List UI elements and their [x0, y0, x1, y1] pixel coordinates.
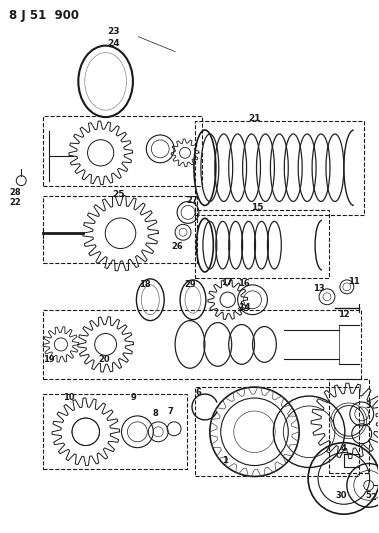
- Text: 12: 12: [338, 310, 350, 319]
- Text: 3: 3: [366, 401, 371, 410]
- Bar: [329, 379, 369, 473]
- Bar: [43, 394, 187, 469]
- Bar: [43, 310, 361, 379]
- Text: 5: 5: [366, 491, 372, 500]
- Text: 11: 11: [348, 277, 360, 286]
- Text: 7: 7: [167, 407, 173, 416]
- Text: 19: 19: [43, 355, 55, 364]
- Text: 24: 24: [107, 39, 120, 48]
- Text: 10: 10: [63, 392, 75, 401]
- Bar: [43, 116, 202, 185]
- Text: 28: 28: [9, 188, 21, 197]
- Text: 14: 14: [238, 303, 251, 312]
- Text: 6: 6: [195, 387, 201, 397]
- Text: 26: 26: [171, 241, 183, 251]
- Text: 9: 9: [130, 392, 136, 401]
- Bar: [195, 211, 329, 278]
- Text: 16: 16: [238, 279, 249, 288]
- Text: 21: 21: [248, 114, 261, 123]
- Text: 25: 25: [112, 190, 125, 199]
- Text: 18: 18: [139, 280, 151, 289]
- Text: 20: 20: [99, 355, 110, 364]
- Text: 15: 15: [251, 203, 264, 212]
- Text: 17: 17: [221, 278, 233, 287]
- Text: 23: 23: [107, 27, 120, 36]
- Text: 22: 22: [9, 198, 21, 207]
- Bar: [195, 121, 364, 215]
- Text: 29: 29: [184, 280, 196, 289]
- Text: 1: 1: [222, 456, 228, 465]
- Text: 2: 2: [371, 493, 377, 502]
- Text: 8 J 51  900: 8 J 51 900: [9, 10, 79, 22]
- Bar: [43, 196, 197, 263]
- Bar: [195, 387, 359, 477]
- Text: 8: 8: [152, 409, 158, 418]
- Text: 13: 13: [313, 284, 325, 293]
- Text: 4: 4: [341, 444, 347, 453]
- Text: 30: 30: [335, 491, 347, 500]
- Text: 27: 27: [186, 196, 198, 205]
